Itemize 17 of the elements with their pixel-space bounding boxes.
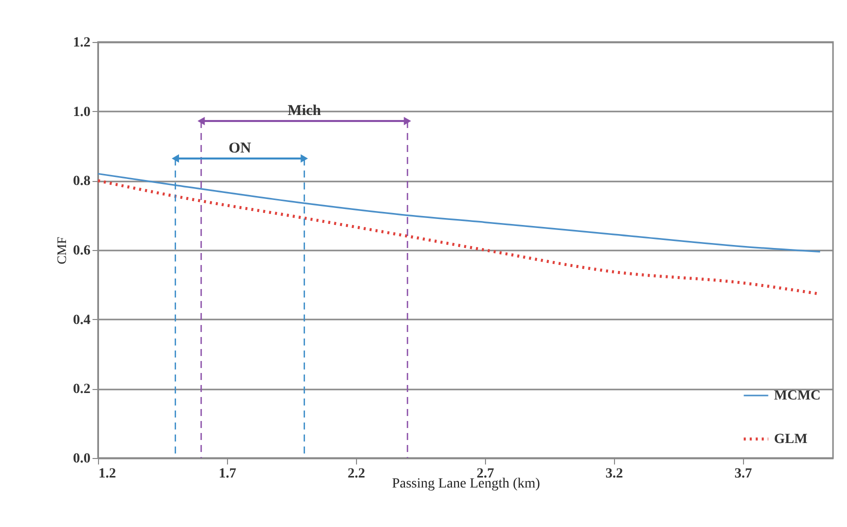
y-tick-label: 0.0: [73, 452, 90, 466]
annotation: ON: [228, 140, 252, 156]
legend-label: MCMC: [774, 388, 821, 404]
y-tick-label: 0.2: [73, 382, 90, 398]
y-tick-label: 1.0: [73, 104, 90, 120]
x-tick-label: 2.2: [348, 466, 366, 482]
y-tick-label: 0.6: [73, 244, 90, 258]
x-tick-label: 1.7: [218, 466, 236, 482]
y-axis-title: CMF: [54, 236, 69, 264]
y-tick-label: 0.8: [73, 174, 90, 190]
y-tick-label: 0.4: [73, 312, 90, 328]
x-tick-label: 3.2: [606, 466, 624, 482]
y-tick-label: 1.2: [73, 36, 90, 50]
line-series: [97, 172, 821, 253]
legend-label: GLM: [774, 432, 808, 447]
x-tick-label: 1.2: [98, 466, 116, 482]
x-tick-label: 3.7: [734, 466, 752, 482]
